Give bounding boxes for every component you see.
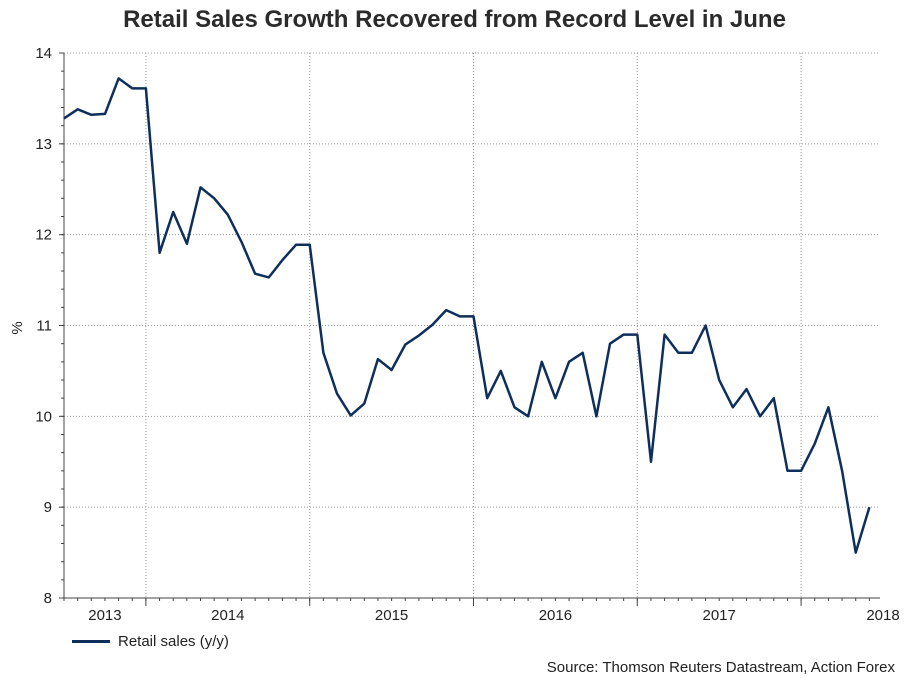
y-axis-label: % [9, 321, 26, 334]
y-tick-label: 12 [35, 227, 52, 244]
x-tick-labels: 2013 2014 2015 2016 2017 2018 [88, 607, 899, 624]
series-group [63, 77, 871, 554]
x-tick-label: 2018 [866, 607, 899, 624]
legend-label: Retail sales (y/y) [118, 633, 229, 650]
x-tick-label: 2015 [375, 607, 408, 624]
y-tick-label: 10 [35, 408, 52, 425]
series-line-retail-sales [63, 77, 871, 554]
y-tick-label: 8 [44, 590, 52, 607]
y-tick-label: 14 [35, 45, 52, 62]
y-tick-label: 11 [36, 318, 52, 335]
legend: Retail sales (y/y) [72, 633, 229, 650]
x-tick-label: 2014 [211, 607, 244, 624]
legend-swatch [72, 640, 110, 643]
chart-title: Retail Sales Growth Recovered from Recor… [123, 6, 786, 33]
axes [59, 52, 880, 606]
y-tick-label: 13 [35, 136, 52, 153]
x-tick-label: 2016 [539, 607, 572, 624]
y-tick-label: 9 [44, 499, 52, 516]
y-tick-labels: 8 9 10 11 12 13 14 [35, 45, 52, 607]
x-tick-label: 2013 [88, 607, 121, 624]
grid [64, 52, 880, 599]
x-tick-label: 2017 [703, 607, 736, 624]
source-note: Source: Thomson Reuters Datastream, Acti… [546, 659, 895, 676]
